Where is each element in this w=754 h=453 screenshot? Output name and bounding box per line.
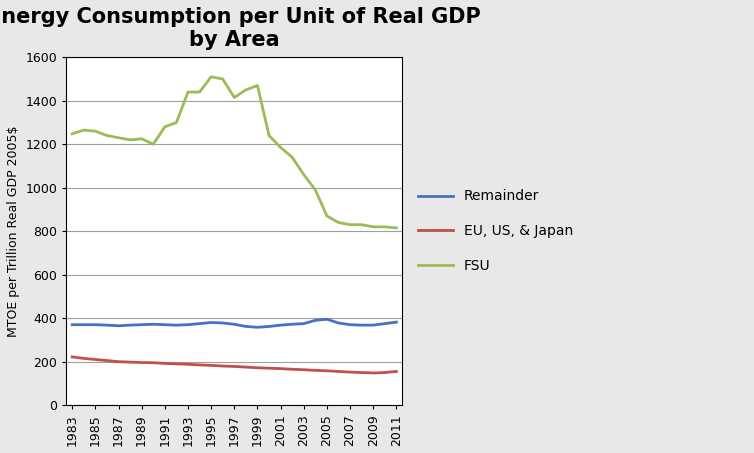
- Remainder: [183, 322, 192, 328]
- Line: FSU: FSU: [72, 77, 397, 228]
- FSU: [90, 129, 100, 134]
- EU, US, & Japan: [90, 357, 100, 362]
- FSU: [241, 87, 250, 92]
- EU, US, & Japan: [392, 369, 401, 374]
- EU, US, & Japan: [68, 354, 77, 360]
- EU, US, & Japan: [299, 367, 308, 372]
- Remainder: [149, 322, 158, 327]
- FSU: [207, 74, 216, 80]
- EU, US, & Japan: [357, 370, 366, 375]
- FSU: [126, 137, 135, 143]
- Remainder: [137, 322, 146, 328]
- EU, US, & Japan: [311, 368, 320, 373]
- FSU: [345, 222, 354, 227]
- EU, US, & Japan: [137, 360, 146, 365]
- Line: EU, US, & Japan: EU, US, & Japan: [72, 357, 397, 373]
- FSU: [230, 95, 239, 100]
- EU, US, & Japan: [241, 364, 250, 370]
- EU, US, & Japan: [114, 359, 123, 364]
- FSU: [265, 133, 274, 138]
- FSU: [369, 224, 378, 230]
- EU, US, & Japan: [323, 368, 332, 374]
- Remainder: [114, 323, 123, 328]
- FSU: [288, 154, 297, 160]
- EU, US, & Japan: [265, 366, 274, 371]
- FSU: [103, 133, 112, 138]
- FSU: [323, 213, 332, 219]
- EU, US, & Japan: [207, 363, 216, 368]
- EU, US, & Japan: [79, 356, 88, 361]
- Remainder: [323, 317, 332, 322]
- EU, US, & Japan: [345, 369, 354, 375]
- FSU: [161, 124, 170, 130]
- Remainder: [299, 321, 308, 326]
- EU, US, & Japan: [195, 362, 204, 368]
- FSU: [68, 131, 77, 136]
- Remainder: [103, 323, 112, 328]
- EU, US, & Japan: [276, 366, 285, 371]
- EU, US, & Japan: [172, 361, 181, 366]
- Remainder: [68, 322, 77, 328]
- FSU: [79, 127, 88, 133]
- Remainder: [276, 323, 285, 328]
- FSU: [311, 187, 320, 193]
- FSU: [149, 141, 158, 147]
- FSU: [114, 135, 123, 140]
- EU, US, & Japan: [253, 365, 262, 371]
- FSU: [392, 225, 401, 231]
- Remainder: [311, 318, 320, 323]
- EU, US, & Japan: [183, 361, 192, 367]
- FSU: [253, 83, 262, 88]
- Title: Energy Consumption per Unit of Real GDP
by Area: Energy Consumption per Unit of Real GDP …: [0, 7, 481, 50]
- Remainder: [172, 323, 181, 328]
- Remainder: [380, 321, 389, 326]
- FSU: [357, 222, 366, 227]
- Remainder: [392, 319, 401, 325]
- Remainder: [345, 322, 354, 328]
- Legend: Remainder, EU, US, & Japan, FSU: Remainder, EU, US, & Japan, FSU: [412, 184, 578, 279]
- Remainder: [195, 321, 204, 326]
- EU, US, & Japan: [103, 358, 112, 363]
- EU, US, & Japan: [161, 361, 170, 366]
- EU, US, & Japan: [126, 359, 135, 365]
- EU, US, & Japan: [149, 360, 158, 366]
- Line: Remainder: Remainder: [72, 319, 397, 328]
- Remainder: [334, 320, 343, 326]
- Remainder: [230, 322, 239, 327]
- Remainder: [90, 322, 100, 328]
- Remainder: [288, 322, 297, 327]
- Y-axis label: MTOE per Trillion Real GDP 2005$: MTOE per Trillion Real GDP 2005$: [7, 125, 20, 337]
- FSU: [183, 89, 192, 95]
- FSU: [195, 89, 204, 95]
- FSU: [334, 220, 343, 225]
- FSU: [218, 76, 227, 82]
- FSU: [137, 136, 146, 141]
- EU, US, & Japan: [218, 363, 227, 369]
- FSU: [172, 120, 181, 125]
- EU, US, & Japan: [334, 369, 343, 374]
- Remainder: [253, 325, 262, 330]
- FSU: [276, 145, 285, 150]
- Remainder: [126, 323, 135, 328]
- Remainder: [207, 320, 216, 325]
- Remainder: [265, 324, 274, 329]
- EU, US, & Japan: [230, 364, 239, 369]
- Remainder: [218, 320, 227, 326]
- FSU: [299, 172, 308, 178]
- Remainder: [241, 324, 250, 329]
- EU, US, & Japan: [288, 366, 297, 372]
- Remainder: [161, 322, 170, 328]
- FSU: [380, 224, 389, 230]
- EU, US, & Japan: [380, 370, 389, 375]
- EU, US, & Japan: [369, 370, 378, 376]
- Remainder: [369, 323, 378, 328]
- Remainder: [357, 323, 366, 328]
- Remainder: [79, 322, 88, 328]
